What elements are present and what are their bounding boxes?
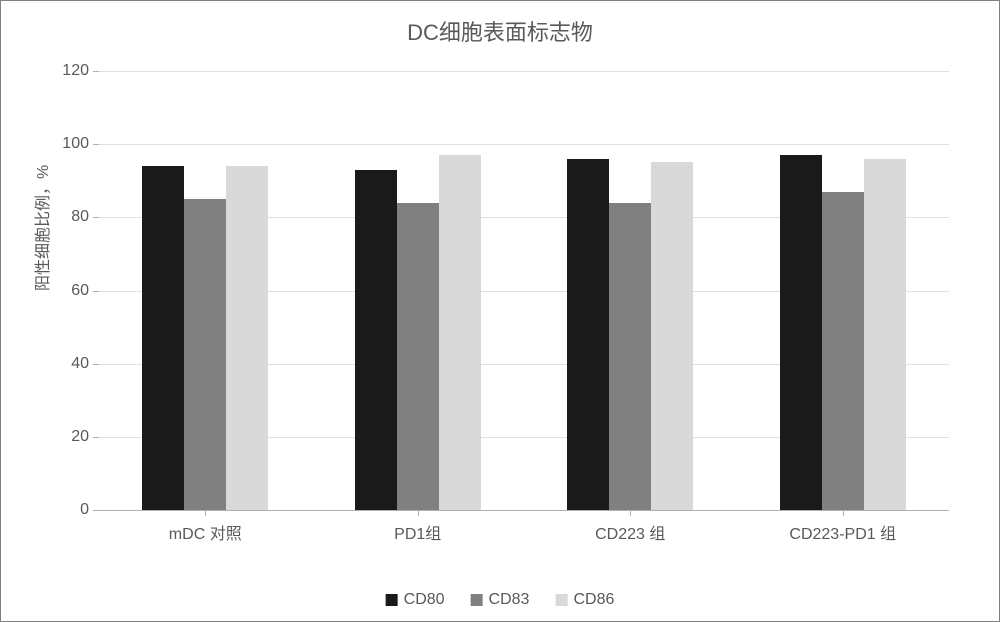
bar: [142, 166, 184, 510]
legend-swatch: [386, 594, 398, 606]
legend-label: CD83: [489, 591, 530, 609]
bar: [822, 192, 864, 510]
chart-container: DC细胞表面标志物 阳性细胞比例，% 020406080100120 mDC 对…: [0, 0, 1000, 622]
legend-item: CD80: [386, 591, 445, 609]
bar: [184, 199, 226, 510]
legend-item: CD86: [555, 591, 614, 609]
bar: [780, 155, 822, 510]
chart-title: DC细胞表面标志物: [1, 1, 999, 47]
bar-group: mDC 对照: [99, 71, 312, 510]
legend-label: CD86: [573, 591, 614, 609]
x-tick-mark: [630, 510, 631, 516]
legend-swatch: [471, 594, 483, 606]
legend-item: CD83: [471, 591, 530, 609]
legend-label: CD80: [404, 591, 445, 609]
bar: [355, 170, 397, 510]
x-tick-mark: [843, 510, 844, 516]
bar: [439, 155, 481, 510]
bar: [609, 203, 651, 510]
y-tick-label: 20: [71, 428, 99, 446]
y-tick-label: 80: [71, 208, 99, 226]
legend-swatch: [555, 594, 567, 606]
legend: CD80 CD83 CD86: [386, 591, 615, 609]
bar-group: CD223 组: [524, 71, 737, 510]
bar: [226, 166, 268, 510]
y-tick-label: 0: [80, 501, 99, 519]
y-axis-title: 阳性细胞比例，%: [29, 165, 53, 291]
bar: [651, 162, 693, 510]
bar-group: PD1组: [312, 71, 525, 510]
bar: [567, 159, 609, 510]
y-tick-label: 40: [71, 355, 99, 373]
x-tick-mark: [418, 510, 419, 516]
bar-group: CD223-PD1 组: [737, 71, 950, 510]
y-tick-label: 120: [62, 62, 99, 80]
bar: [397, 203, 439, 510]
y-tick-label: 60: [71, 282, 99, 300]
x-tick-mark: [205, 510, 206, 516]
bar: [864, 159, 906, 510]
y-tick-label: 100: [62, 135, 99, 153]
plot-area: 020406080100120 mDC 对照PD1组CD223 组CD223-P…: [99, 71, 949, 511]
